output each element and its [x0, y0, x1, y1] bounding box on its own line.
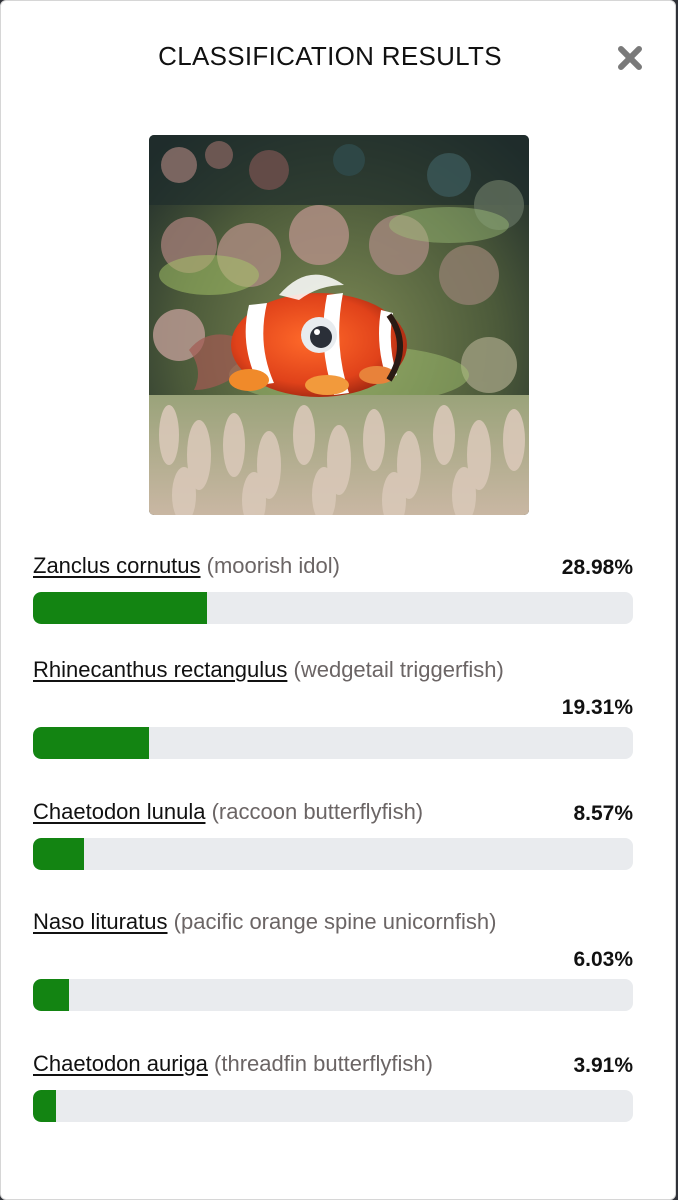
confidence-bar-fill [33, 727, 149, 759]
result-item: Chaetodon lunula (raccoon butterflyfish)… [33, 795, 633, 905]
scientific-name-link[interactable]: Rhinecanthus rectangulus [33, 657, 288, 682]
confidence-bar [33, 727, 633, 759]
close-x-icon [618, 46, 642, 70]
confidence-bar [33, 838, 633, 870]
scientific-name-link[interactable]: Chaetodon auriga [33, 1051, 208, 1076]
confidence-bar-fill [33, 1090, 57, 1122]
result-item: Zanclus cornutus (moorish idol) 28.98% [33, 549, 633, 653]
common-name: (raccoon butterflyfish) [211, 799, 424, 824]
percent-label: 6.03% [573, 948, 633, 971]
close-button[interactable] [613, 41, 647, 75]
percent-label: 19.31% [561, 696, 633, 719]
result-item: Chaetodon auriga (threadfin butterflyfis… [33, 1047, 633, 1157]
scientific-name-link[interactable]: Chaetodon lunula [33, 799, 206, 824]
fish-photo [149, 135, 529, 515]
common-name: (moorish idol) [206, 553, 340, 578]
common-name: (wedgetail triggerfish) [293, 657, 504, 682]
scientific-name-link[interactable]: Naso lituratus [33, 909, 168, 934]
confidence-bar [33, 1090, 633, 1122]
percent-label: 8.57% [573, 802, 633, 825]
common-name: (threadfin butterflyfish) [214, 1051, 433, 1076]
modal-title: CLASSIFICATION RESULTS [158, 41, 502, 71]
common-name: (pacific orange spine unicornfish) [173, 909, 497, 934]
confidence-bar-fill [33, 838, 85, 870]
results-list: Zanclus cornutus (moorish idol) 28.98% R… [33, 549, 633, 1157]
result-item: Naso lituratus (pacific orange spine uni… [33, 905, 633, 1047]
confidence-bar [33, 979, 633, 1011]
confidence-bar-fill [33, 979, 70, 1011]
scientific-name-link[interactable]: Zanclus cornutus [33, 553, 201, 578]
result-item: Rhinecanthus rectangulus (wedgetail trig… [33, 653, 633, 795]
percent-label: 28.98% [561, 556, 633, 579]
confidence-bar [33, 592, 633, 624]
confidence-bar-fill [33, 592, 207, 624]
percent-label: 3.91% [573, 1054, 633, 1077]
